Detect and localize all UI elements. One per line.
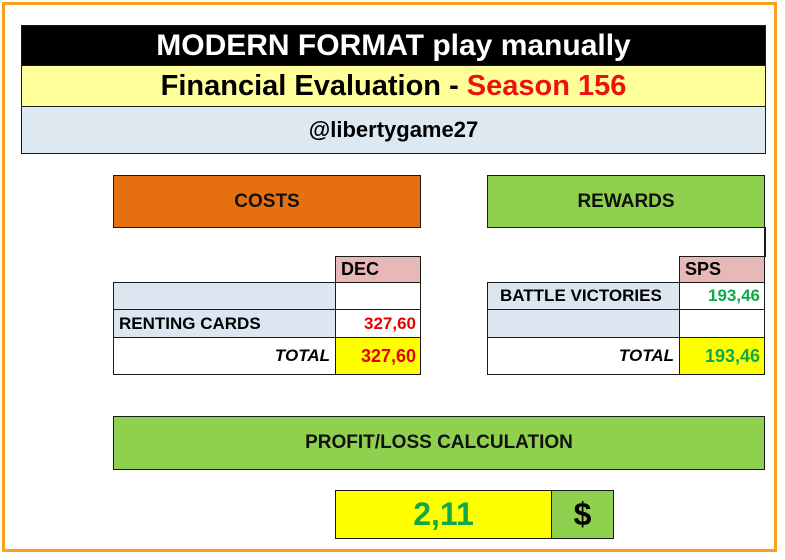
evaluation-title: Financial Evaluation - [160,69,459,102]
profit-loss-value: 2,11 [335,490,552,539]
costs-row-1-value [335,282,421,310]
title-line-2: Financial Evaluation - Season 156 [21,65,766,107]
costs-title: COSTS [234,190,300,212]
profit-loss-title: PROFIT/LOSS CALCULATION [305,432,573,453]
profit-loss-currency: $ [551,490,614,539]
account-name: @libertygame27 [308,117,479,142]
dollar-sign: $ [573,496,592,532]
costs-row-1-label [113,282,336,310]
costs-row-2-label: RENTING CARDS [113,309,336,338]
rewards-row-1-value: 193,46 [679,282,765,310]
costs-total-value: 327,60 [335,337,421,375]
costs-header: COSTS [113,175,421,228]
rewards-row-2-label [487,309,680,338]
rewards-currency-header: SPS [679,256,765,283]
format-title: MODERN FORMAT play manually [156,28,631,62]
rewards-row-1-label: BATTLE VICTORIES [487,282,680,310]
rewards-connector-line [764,227,766,257]
rewards-title: REWARDS [577,190,675,212]
rewards-row-2-value [679,309,765,338]
costs-total-label: TOTAL [113,337,336,375]
season-label: Season 156 [466,69,627,102]
profit-loss-header: PROFIT/LOSS CALCULATION [113,416,765,470]
rewards-total-value: 193,46 [679,337,765,375]
rewards-total-label: TOTAL [487,337,680,375]
title-line-3: @libertygame27 [21,106,766,154]
costs-row-2-value: 327,60 [335,309,421,338]
rewards-header: REWARDS [487,175,765,228]
title-line-1: MODERN FORMAT play manually [21,25,766,66]
costs-currency-header: DEC [335,256,421,283]
